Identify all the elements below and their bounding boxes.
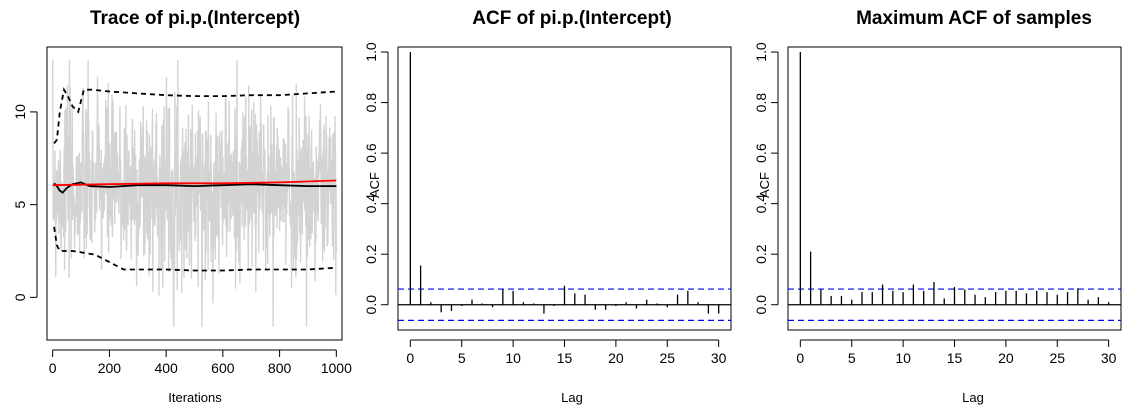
acf-x-tick-label: 20 [608, 350, 624, 366]
trace-y-tick-label: 5 [12, 201, 28, 209]
trace-title: Trace of pi.p.(Intercept) [90, 8, 300, 29]
acf-y-tick-label: 0.4 [363, 194, 379, 214]
acf-xlabel: Lag [561, 390, 583, 405]
max-acf-y-tick-label: 0.2 [753, 244, 769, 264]
acf-x-tick-label: 0 [406, 350, 414, 366]
trace-series-trace [52, 59, 337, 328]
acf-y-tick-label: 0.2 [363, 244, 379, 264]
max-acf-y-tick-label: 1.0 [753, 42, 769, 62]
trace-series-lower-band [53, 226, 337, 272]
acf-y-tick-label: 0.6 [363, 143, 379, 163]
max-acf-x-tick-label: 0 [796, 350, 804, 366]
trace-x-tick-label: 800 [268, 360, 292, 376]
max-acf-x-tick-label: 5 [848, 350, 856, 366]
trace-plot-frame [46, 46, 343, 341]
acf-y-tick-label: 1.0 [363, 42, 379, 62]
trace-x-tick-label: 400 [154, 360, 178, 376]
trace-y-tick-label: 10 [12, 104, 28, 120]
acf-x-tick-label: 25 [659, 350, 675, 366]
trace-x-tick-label: 200 [98, 360, 122, 376]
acf-panel: ACF of pi.p.(Intercept) Lag ACF 0 5 10 15 20… [363, 8, 732, 405]
max-acf-xlabel: Lag [962, 390, 984, 405]
acf-x-tick-label: 5 [458, 350, 466, 366]
max-acf-y-tick-label: 0.8 [753, 93, 769, 113]
acf-x-tick-label: 10 [505, 350, 521, 366]
max-acf-plot-frame [787, 46, 1122, 331]
acf-ylabel: ACF [367, 172, 382, 198]
acf-x-tick-label: 30 [711, 350, 727, 366]
trace-panel: Trace of pi.p.(Intercept) Iterations 0 20… [12, 8, 352, 405]
acf-x-tick-label: 15 [557, 350, 573, 366]
trace-series-running-mean [53, 181, 337, 194]
trace-y-tick-label: 0 [12, 293, 28, 301]
max-acf-x-tick-label: 15 [947, 350, 963, 366]
max-acf-title: Maximum ACF of samples [856, 8, 1092, 29]
acf-y-tick-label: 0.8 [363, 93, 379, 113]
max-acf-x-tick-label: 30 [1101, 350, 1117, 366]
max-acf-x-tick-label: 25 [1049, 350, 1065, 366]
trace-x-tick-label: 0 [49, 360, 57, 376]
acf-y-tick-label: 0.0 [363, 295, 379, 315]
acf-title: ACF of pi.p.(Intercept) [472, 8, 671, 29]
trace-series-smoothed-trend [52, 179, 337, 187]
max-acf-y-tick-label: 0.4 [753, 194, 769, 214]
trace-x-tick-label: 1000 [321, 360, 352, 376]
acf-plot-frame [397, 46, 732, 331]
max-acf-x-tick-label: 20 [998, 350, 1014, 366]
trace-plot-area [52, 59, 337, 328]
trace-xlabel: Iterations [168, 390, 222, 405]
trace-x-tick-label: 600 [211, 360, 235, 376]
max-acf-x-tick-label: 10 [895, 350, 911, 366]
max-acf-y-tick-label: 0.6 [753, 143, 769, 163]
max-acf-ylabel: ACF [757, 172, 772, 198]
trace-series-upper-band [53, 87, 337, 144]
max-acf-panel: Maximum ACF of samples Lag ACF 0 5 10 15 20 2… [753, 8, 1122, 405]
max-acf-y-tick-label: 0.0 [753, 295, 769, 315]
